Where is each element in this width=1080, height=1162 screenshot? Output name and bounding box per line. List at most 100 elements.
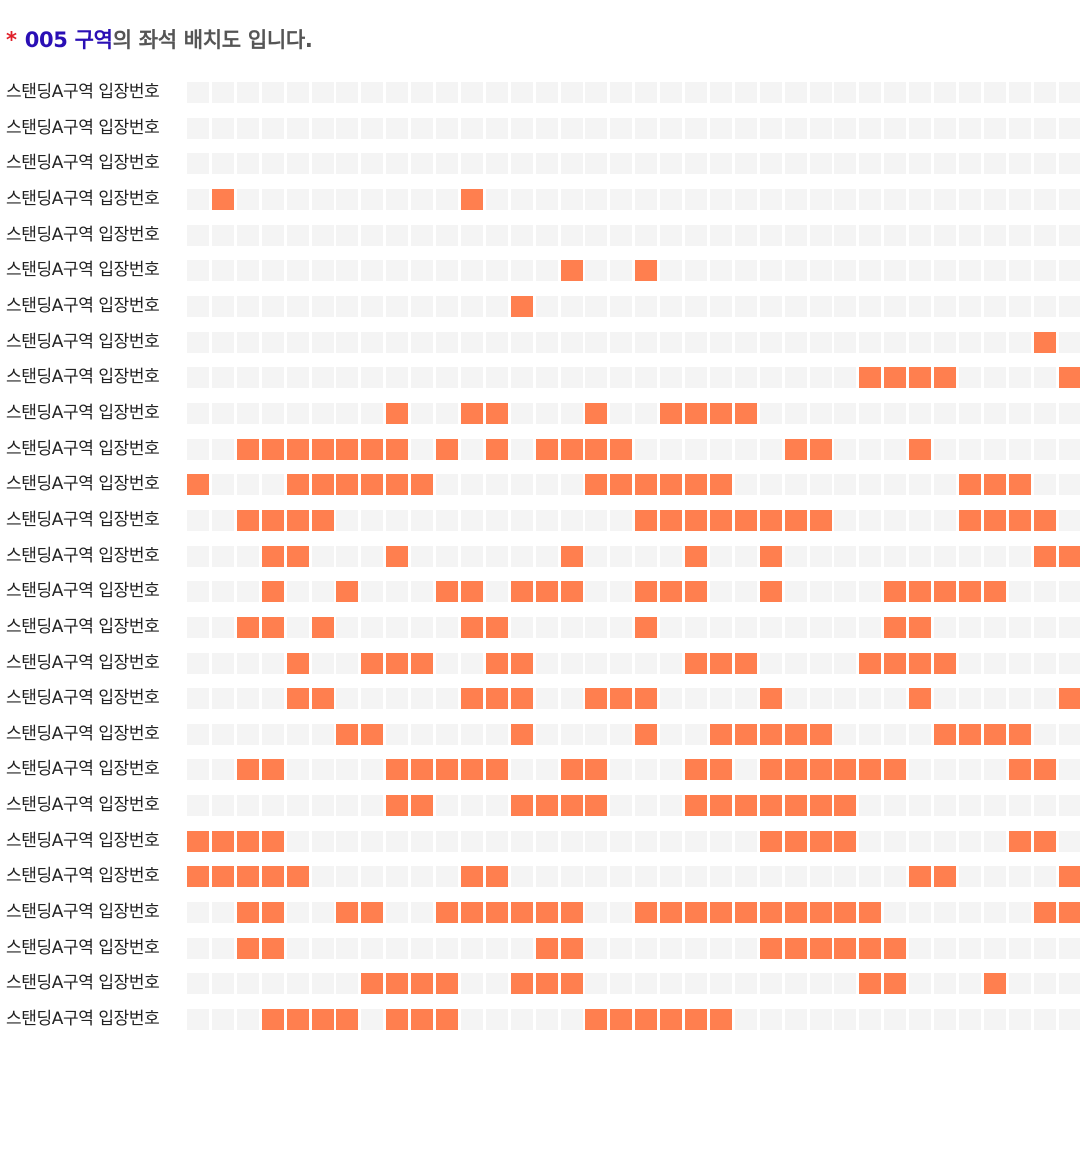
seat-occupied[interactable] bbox=[884, 367, 907, 389]
seat-occupied[interactable] bbox=[709, 402, 732, 424]
seat-available[interactable] bbox=[585, 188, 608, 210]
seat-available[interactable] bbox=[983, 82, 1006, 103]
seat-occupied[interactable] bbox=[759, 723, 782, 745]
seat-occupied[interactable] bbox=[759, 830, 782, 852]
seat-available[interactable] bbox=[286, 188, 309, 210]
seat-available[interactable] bbox=[734, 438, 757, 460]
seat-available[interactable] bbox=[859, 509, 882, 531]
seat-available[interactable] bbox=[386, 188, 409, 210]
seat-occupied[interactable] bbox=[983, 509, 1006, 531]
seat-available[interactable] bbox=[535, 723, 558, 745]
seat-occupied[interactable] bbox=[411, 652, 434, 674]
seat-available[interactable] bbox=[460, 545, 483, 567]
seat-available[interactable] bbox=[485, 295, 508, 317]
seat-occupied[interactable] bbox=[635, 723, 658, 745]
seat-available[interactable] bbox=[934, 688, 956, 710]
seat-occupied[interactable] bbox=[485, 759, 508, 781]
seat-occupied[interactable] bbox=[635, 902, 658, 924]
seat-available[interactable] bbox=[1033, 402, 1056, 424]
seat-occupied[interactable] bbox=[958, 474, 981, 496]
seat-occupied[interactable] bbox=[336, 581, 359, 603]
seat-available[interactable] bbox=[510, 331, 533, 353]
seat-occupied[interactable] bbox=[709, 902, 732, 924]
seat-available[interactable] bbox=[685, 830, 707, 852]
seat-available[interactable] bbox=[187, 509, 209, 531]
seat-available[interactable] bbox=[958, 367, 981, 389]
seat-occupied[interactable] bbox=[958, 723, 981, 745]
seat-occupied[interactable] bbox=[1058, 866, 1080, 888]
seat-occupied[interactable] bbox=[386, 1009, 409, 1031]
seat-available[interactable] bbox=[834, 295, 857, 317]
seat-occupied[interactable] bbox=[510, 795, 533, 817]
seat-occupied[interactable] bbox=[436, 581, 458, 603]
seat-available[interactable] bbox=[585, 973, 608, 995]
seat-occupied[interactable] bbox=[187, 474, 209, 496]
seat-available[interactable] bbox=[535, 188, 558, 210]
seat-available[interactable] bbox=[834, 117, 857, 139]
seat-occupied[interactable] bbox=[560, 759, 583, 781]
seat-available[interactable] bbox=[834, 402, 857, 424]
seat-occupied[interactable] bbox=[187, 830, 209, 852]
seat-available[interactable] bbox=[983, 866, 1006, 888]
seat-available[interactable] bbox=[411, 260, 434, 282]
seat-available[interactable] bbox=[660, 723, 683, 745]
seat-available[interactable] bbox=[236, 295, 259, 317]
seat-available[interactable] bbox=[510, 545, 533, 567]
seat-available[interactable] bbox=[236, 402, 259, 424]
seat-available[interactable] bbox=[460, 509, 483, 531]
seat-available[interactable] bbox=[660, 438, 683, 460]
seat-available[interactable] bbox=[1058, 474, 1080, 496]
seat-available[interactable] bbox=[485, 188, 508, 210]
seat-occupied[interactable] bbox=[1008, 723, 1031, 745]
seat-available[interactable] bbox=[211, 902, 234, 924]
seat-available[interactable] bbox=[734, 153, 757, 175]
seat-available[interactable] bbox=[187, 902, 209, 924]
seat-occupied[interactable] bbox=[983, 581, 1006, 603]
seat-available[interactable] bbox=[958, 830, 981, 852]
seat-available[interactable] bbox=[236, 82, 259, 103]
seat-available[interactable] bbox=[211, 759, 234, 781]
seat-available[interactable] bbox=[336, 688, 359, 710]
seat-occupied[interactable] bbox=[236, 866, 259, 888]
seat-occupied[interactable] bbox=[809, 830, 832, 852]
seat-available[interactable] bbox=[709, 331, 732, 353]
seat-available[interactable] bbox=[859, 1009, 882, 1031]
seat-available[interactable] bbox=[784, 295, 807, 317]
seat-occupied[interactable] bbox=[261, 866, 284, 888]
seat-available[interactable] bbox=[660, 973, 683, 995]
seat-available[interactable] bbox=[859, 474, 882, 496]
seat-available[interactable] bbox=[660, 188, 683, 210]
seat-occupied[interactable] bbox=[834, 902, 857, 924]
seat-available[interactable] bbox=[585, 866, 608, 888]
seat-available[interactable] bbox=[311, 367, 334, 389]
seat-available[interactable] bbox=[635, 295, 658, 317]
seat-occupied[interactable] bbox=[211, 188, 234, 210]
seat-occupied[interactable] bbox=[660, 402, 683, 424]
seat-occupied[interactable] bbox=[1058, 902, 1080, 924]
seat-occupied[interactable] bbox=[460, 902, 483, 924]
seat-available[interactable] bbox=[909, 224, 932, 246]
seat-occupied[interactable] bbox=[759, 902, 782, 924]
seat-occupied[interactable] bbox=[1008, 759, 1031, 781]
seat-available[interactable] bbox=[859, 545, 882, 567]
seat-available[interactable] bbox=[685, 295, 707, 317]
seat-available[interactable] bbox=[336, 545, 359, 567]
seat-available[interactable] bbox=[660, 937, 683, 959]
seat-available[interactable] bbox=[336, 509, 359, 531]
seat-occupied[interactable] bbox=[983, 474, 1006, 496]
seat-available[interactable] bbox=[884, 795, 907, 817]
seat-available[interactable] bbox=[311, 260, 334, 282]
seat-available[interactable] bbox=[436, 188, 458, 210]
seat-available[interactable] bbox=[485, 82, 508, 103]
seat-available[interactable] bbox=[585, 509, 608, 531]
seat-occupied[interactable] bbox=[236, 902, 259, 924]
seat-available[interactable] bbox=[884, 224, 907, 246]
seat-available[interactable] bbox=[834, 82, 857, 103]
seat-available[interactable] bbox=[187, 973, 209, 995]
seat-available[interactable] bbox=[983, 188, 1006, 210]
seat-available[interactable] bbox=[709, 830, 732, 852]
seat-available[interactable] bbox=[784, 652, 807, 674]
seat-available[interactable] bbox=[1058, 795, 1080, 817]
seat-available[interactable] bbox=[784, 474, 807, 496]
seat-available[interactable] bbox=[411, 117, 434, 139]
